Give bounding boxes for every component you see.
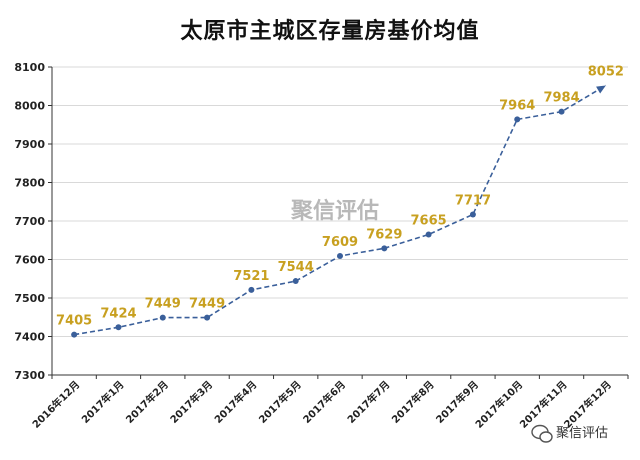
x-tick-label: 2017年2月 [123,378,171,426]
data-point [514,116,521,123]
y-tick-label: 8000 [14,100,45,113]
x-tick-label: 2017年7月 [344,378,392,426]
data-label: 7609 [322,235,358,250]
watermark-corner: 聚信评估 [531,424,608,443]
y-tick-label: 7500 [14,292,45,305]
data-label: 7424 [100,306,136,321]
data-label: 7544 [278,260,314,275]
data-label: 7449 [145,297,181,312]
data-label: 7405 [56,314,92,329]
data-point [204,314,211,321]
watermark-corner-text: 聚信评估 [556,426,608,441]
x-tick-label: 2017年12月 [561,378,614,431]
data-point [596,85,606,94]
data-point [425,231,432,238]
y-tick-label: 7400 [14,331,45,344]
data-point [248,286,255,293]
y-tick-label: 7600 [14,254,45,267]
series-line [71,84,607,338]
y-tick-label: 7300 [14,369,45,382]
watermark-center: 聚信评估 [290,198,379,224]
x-tick-label: 2017年8月 [389,378,437,426]
data-labels: 7405 7424 7449 7449 7521 7544 7609 7629 7665 7717… [56,64,624,328]
x-tick-label: 2017年5月 [256,378,304,426]
data-label: 7521 [233,269,269,284]
y-tick-label: 7700 [14,215,45,228]
data-label: 8052 [588,64,624,79]
data-point [558,108,565,115]
wechat-icon [531,424,553,443]
x-tick-label: 2016年12月 [29,378,82,431]
data-point [71,331,78,338]
data-point [115,324,122,331]
x-tick-label: 2017年6月 [300,378,348,426]
data-point [159,314,166,321]
x-tick-label: 2017年1月 [79,378,127,426]
data-label: 7629 [366,227,402,242]
y-tick-label: 7900 [14,138,45,151]
data-label: 7717 [455,193,491,208]
y-axis: 7300 7400 7500 7600 7700 7800 7900 8000 8100 [14,61,53,382]
x-axis: 2016年12月2017年1月2017年2月2017年3月2017年4月2017… [29,374,629,431]
data-label: 7964 [499,98,535,113]
x-tick-label: 2017年4月 [212,378,260,426]
x-tick-label: 2017年3月 [167,378,215,426]
y-tick-label: 7800 [14,177,45,190]
data-point [469,211,476,218]
data-point [381,245,388,252]
chart-title: 太原市主城区存量房基价均值 [180,18,479,44]
y-tick-label: 8100 [14,61,45,74]
data-point [292,278,299,285]
data-label: 7449 [189,297,225,312]
grid-lines [52,66,628,337]
data-point [337,253,343,260]
data-label: 7984 [543,91,579,106]
x-tick-label: 2017年9月 [433,378,481,426]
data-label: 7665 [411,213,447,228]
